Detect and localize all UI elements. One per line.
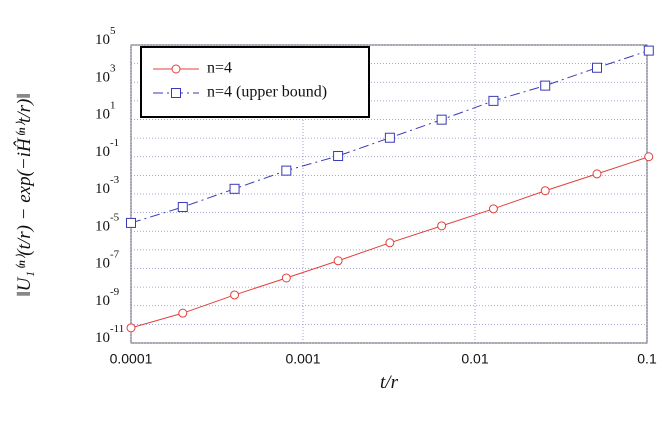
data-point [488, 204, 498, 214]
data-point [437, 221, 447, 231]
y-tick-label: 10-7 [95, 248, 120, 272]
y-tick-label: 10-9 [95, 285, 120, 309]
data-point [333, 150, 344, 161]
legend-label: n=4 (upper bound) [207, 84, 327, 101]
data-point [126, 323, 136, 333]
y-tick-label: 10-1 [95, 136, 119, 160]
legend-marker [171, 64, 181, 74]
data-point [281, 273, 291, 283]
x-tick-label: 0.0001 [110, 351, 153, 367]
y-tick-label: 103 [95, 62, 116, 86]
x-tick-label: 0.01 [461, 351, 488, 367]
data-point [384, 132, 395, 143]
y-tick-label: 10-5 [95, 211, 120, 235]
data-point [230, 290, 240, 300]
data-point [643, 45, 654, 56]
data-point [592, 169, 602, 179]
data-point [644, 152, 654, 162]
data-point [229, 183, 240, 194]
x-axis-label: t/r [380, 372, 399, 393]
y-tick-label: 10-11 [95, 323, 124, 347]
data-point [591, 62, 602, 73]
data-point [333, 256, 343, 266]
data-point [126, 217, 136, 228]
data-point [488, 95, 499, 106]
y-tick-label: 10-3 [95, 174, 120, 198]
data-point [178, 308, 188, 318]
data-point [385, 238, 395, 248]
data-point [177, 202, 188, 213]
x-tick-label: 0.1 [637, 351, 657, 367]
data-point [540, 186, 550, 196]
data-point [436, 114, 447, 125]
legend-marker [171, 88, 181, 98]
series-line [130, 50, 649, 224]
x-tick-label: 0.001 [285, 351, 320, 367]
legend-label: n=4 [207, 60, 232, 77]
legend-box [140, 46, 370, 118]
data-point [281, 165, 292, 176]
data-point [540, 80, 551, 91]
y-tick-label: 101 [95, 99, 116, 123]
y-axis-label: ‖U₁⁽ⁿ⁾(t/r) − exp(−iĤ⁽ⁿ⁾t/r)‖ [13, 93, 35, 296]
y-tick-label: 105 [95, 25, 116, 49]
